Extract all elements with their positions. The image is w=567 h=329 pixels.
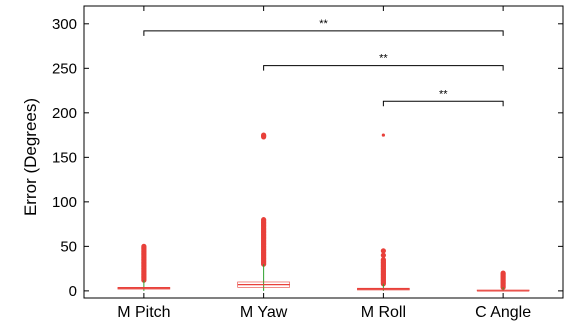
- x-tick-label: M Pitch: [117, 304, 170, 321]
- axes-layer: 0 50 100 150 200 250 300 M Pitch M Yaw M Roll C An…: [52, 6, 563, 321]
- outlier-point: [380, 248, 386, 254]
- outlier-point: [261, 217, 267, 223]
- y-tick-label: 300: [52, 16, 77, 33]
- outlier-point: [380, 257, 386, 263]
- plot-area: [83, 5, 564, 299]
- y-tick-label: 200: [52, 105, 77, 122]
- y-tick-label: 250: [52, 60, 77, 77]
- significance-layer: ** ** **: [143, 18, 504, 107]
- significance-label: **: [379, 53, 388, 65]
- significance-bracket: [382, 100, 504, 107]
- significance-bracket: [263, 65, 504, 71]
- outlier-point: [261, 132, 267, 138]
- significance-label: **: [439, 88, 448, 100]
- boxes-layer: [117, 264, 530, 292]
- significance-label: **: [319, 18, 328, 30]
- y-tick-label: 0: [69, 283, 77, 300]
- outlier-point: [500, 270, 506, 276]
- plot-frame: [83, 5, 564, 299]
- outliers-layer: [141, 132, 506, 290]
- y-tick-label: 150: [52, 149, 77, 166]
- outlier-point: [381, 133, 385, 137]
- significance-bracket: [143, 30, 504, 36]
- y-tick-label: 100: [52, 194, 77, 211]
- y-axis-label: Error (Degrees): [21, 98, 40, 216]
- x-tick-label: C Angle: [475, 304, 531, 321]
- outlier-point: [380, 252, 386, 258]
- outlier-point: [141, 243, 147, 249]
- y-tick-label: 50: [60, 238, 77, 255]
- x-tick-label: M Yaw: [240, 304, 288, 321]
- x-tick-label: M Roll: [361, 304, 406, 321]
